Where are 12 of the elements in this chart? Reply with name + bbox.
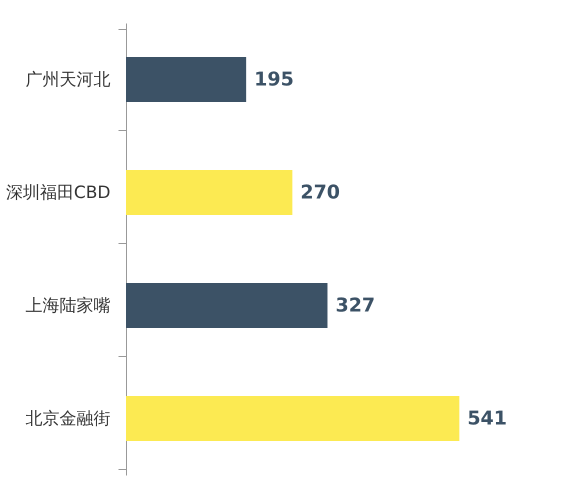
bar <box>126 396 460 441</box>
data-label: 195 <box>254 68 294 90</box>
y-tick-label: 上海陆家嘴 <box>26 296 110 316</box>
bar <box>126 170 292 215</box>
data-label: 270 <box>300 182 340 204</box>
bar <box>126 57 246 102</box>
data-label: 541 <box>467 408 508 430</box>
y-tick-label: 北京金融街 <box>26 409 110 429</box>
data-label: 327 <box>335 294 376 316</box>
y-tick-label: 广州天河北 <box>26 70 110 90</box>
bar <box>126 283 328 328</box>
y-tick-label: 深圳福田CBD <box>6 183 110 203</box>
